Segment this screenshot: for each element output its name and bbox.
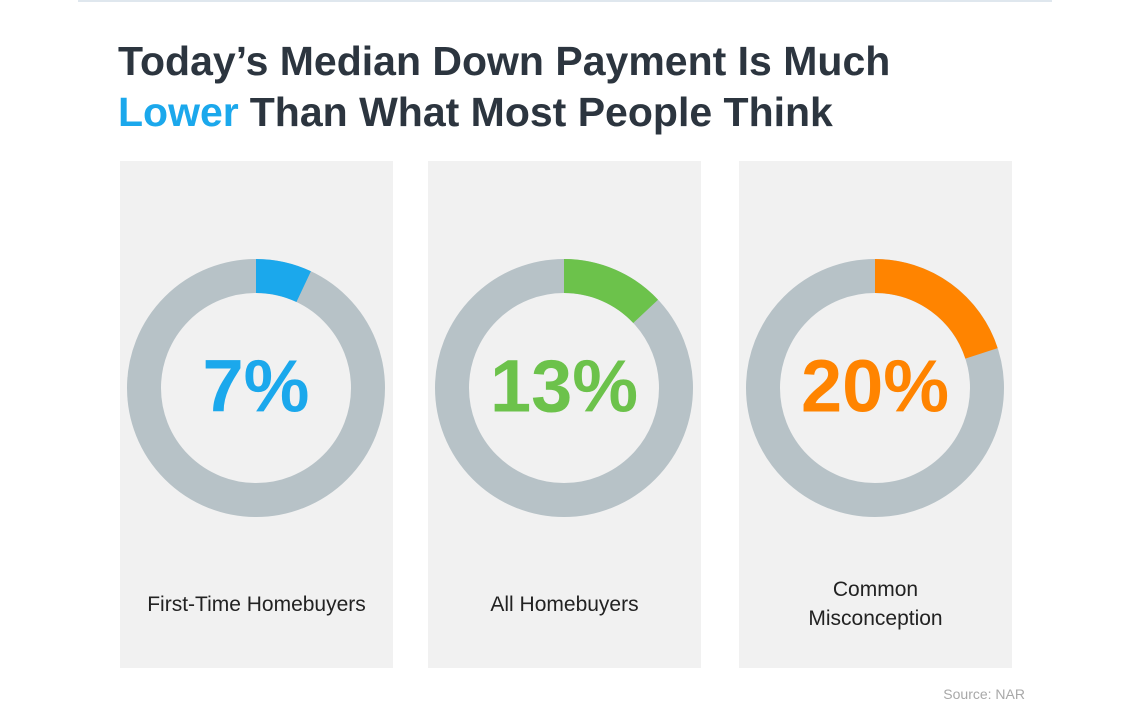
donut-arc — [563, 259, 659, 324]
title-rest: Than What Most People Think — [249, 89, 833, 135]
category-text: First-Time Homebuyers — [147, 592, 366, 616]
category-label: All Homebuyers — [438, 569, 691, 639]
title-line: Today’s Median Down Payment Is Much — [118, 38, 891, 84]
panel: 7% First-Time Homebuyers — [120, 161, 393, 668]
value-label: 20% — [801, 345, 949, 428]
donut-chart: 7% — [127, 259, 385, 517]
category-text: All Homebuyers — [490, 592, 639, 616]
source: Source: NAR — [943, 686, 1025, 702]
title: Today’s Median Down Payment Is Much Lowe… — [118, 36, 890, 138]
title-line: Lower Than What Most People Think — [118, 87, 890, 138]
donut-chart: 20% — [746, 259, 1004, 517]
panel: 20% Common Misconception — [739, 161, 1012, 668]
category-label: First-Time Homebuyers — [130, 569, 383, 639]
value-label: 13% — [490, 345, 638, 428]
donut-arc — [255, 259, 311, 303]
title-highlight: Lower — [118, 89, 239, 135]
donut-arc — [874, 259, 998, 360]
category-label: Common Misconception — [749, 569, 1002, 639]
donut-chart: 13% — [435, 259, 693, 517]
top-rule — [78, 0, 1052, 2]
category-text: Common Misconception — [808, 578, 943, 630]
panel: 13% All Homebuyers — [428, 161, 701, 668]
value-label: 7% — [203, 345, 310, 428]
